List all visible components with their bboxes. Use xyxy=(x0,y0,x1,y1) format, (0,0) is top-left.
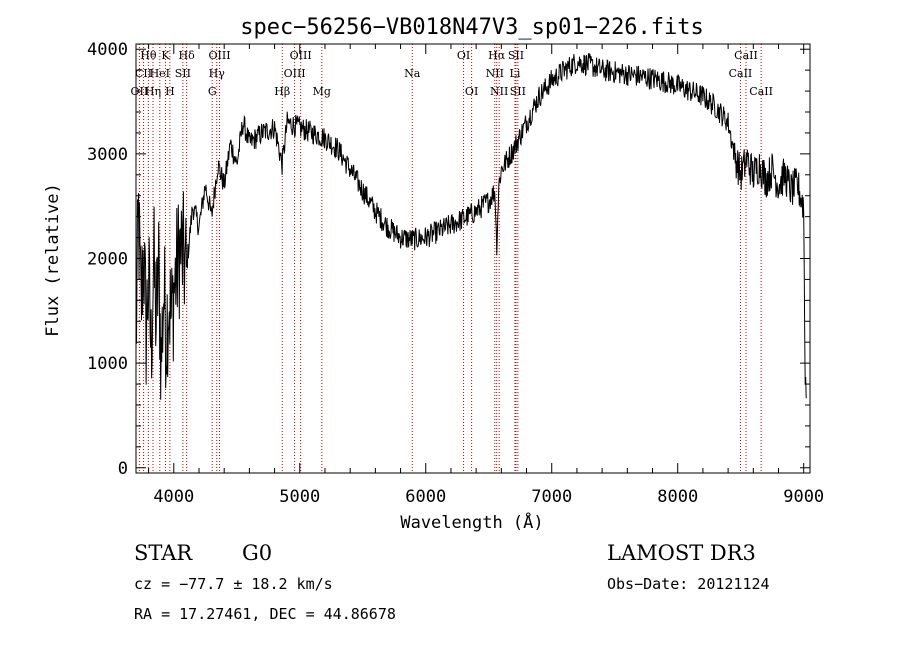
spectral-line-label: Hβ xyxy=(274,85,290,98)
obs-date-text: Obs−Date: 20121124 xyxy=(607,575,770,593)
spectral-line-label: SII xyxy=(508,49,524,62)
y-tick-labels: 0 1000 2000 3000 4000 xyxy=(87,40,128,479)
x-tick-label: 4000 xyxy=(153,487,194,507)
spectral-line-label: Hα xyxy=(488,49,506,62)
x-tick-label: 8000 xyxy=(657,487,698,507)
y-tick-label: 2000 xyxy=(87,250,128,270)
spectral-line-label: SII xyxy=(510,85,526,98)
y-tick-label: 4000 xyxy=(87,40,128,60)
spectrum-line xyxy=(135,53,807,400)
spectral-line-markers xyxy=(138,44,762,473)
spectral-line-label: Hγ xyxy=(209,67,226,80)
x-axis-label: Wavelength (Å) xyxy=(400,511,543,533)
y-axis-label: Flux (relative) xyxy=(43,183,63,337)
spectral-line-label: G xyxy=(208,85,217,98)
spectral-line-label: CaII xyxy=(734,49,758,62)
spectral-line-label: Na xyxy=(404,67,421,80)
spectral-line-label: CaII xyxy=(749,85,773,98)
x-tick-label: 5000 xyxy=(279,487,320,507)
spectral-line-label: HeI xyxy=(150,67,170,80)
x-tick-label: 6000 xyxy=(405,487,446,507)
x-tick-label: 7000 xyxy=(531,487,572,507)
spectral-line-label: OIII xyxy=(290,49,312,62)
y-tick-label: 0 xyxy=(118,459,128,479)
spectral-line-label: NII xyxy=(490,85,508,98)
chart-title: spec−56256−VB018N47V3_sp01−226.fits xyxy=(240,15,704,40)
spectral-line-label: OI xyxy=(457,49,470,62)
spectral-line-labels: HθCIIOIIHηHeIKHSIIHδGOIIIHγHβOIIIOIIIMgN… xyxy=(131,49,773,98)
spectral-line-label: Hδ xyxy=(179,49,196,62)
spectral-line-label: OIII xyxy=(208,49,230,62)
y-tick-label: 3000 xyxy=(87,145,128,165)
survey-name: LAMOST DR3 xyxy=(607,541,756,565)
x-tick-label: 9000 xyxy=(783,487,824,507)
spectral-line-label: OIII xyxy=(284,67,306,80)
x-tick-labels: 4000 5000 6000 7000 8000 9000 xyxy=(153,487,824,507)
spectral-line-label: K xyxy=(161,49,170,62)
spectral-line-label: Li xyxy=(510,67,521,80)
spectral-line-label: CaII xyxy=(729,67,753,80)
spectral-line-label: NII xyxy=(486,67,504,80)
spectral-line-label: Hθ xyxy=(140,49,157,62)
spectral-line-label: Mg xyxy=(313,85,331,98)
spectral-line-label: OI xyxy=(465,85,478,98)
spectral-line-label: Hη xyxy=(145,85,161,98)
spectral-line-label: SII xyxy=(175,67,191,80)
redshift-text: cz = −77.7 ± 18.2 km/s xyxy=(134,575,333,593)
object-class: STAR xyxy=(134,541,193,565)
coordinates-text: RA = 17.27461, DEC = 44.86678 xyxy=(134,605,396,623)
object-subclass: G0 xyxy=(242,541,272,565)
y-tick-label: 1000 xyxy=(87,354,128,374)
spectral-line-label: H xyxy=(165,85,175,98)
